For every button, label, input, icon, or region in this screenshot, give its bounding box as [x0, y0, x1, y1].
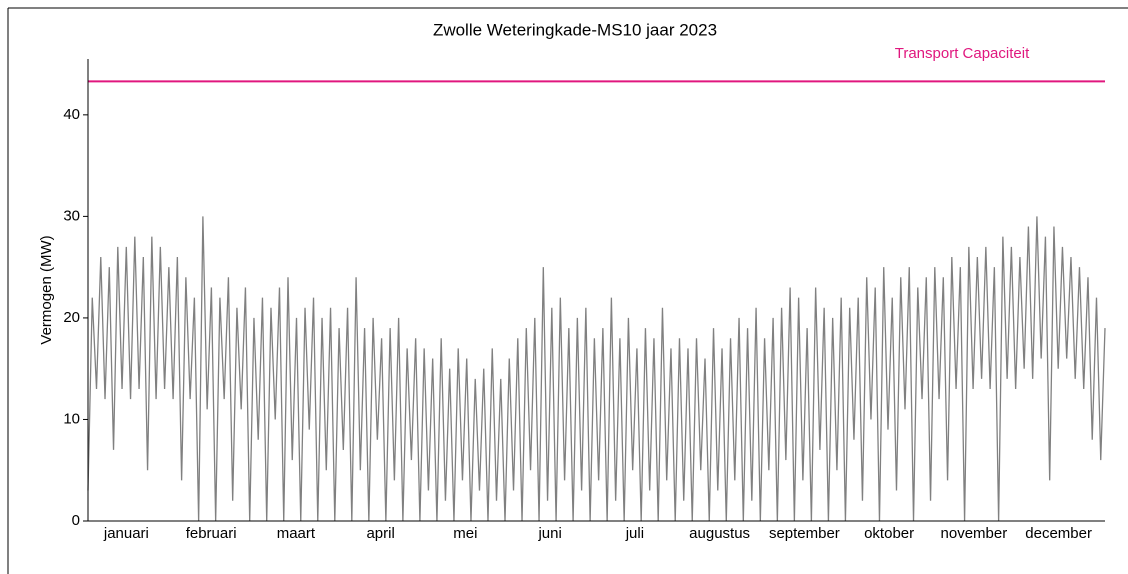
y-tick-label: 30	[63, 207, 80, 224]
y-tick-label: 0	[72, 512, 80, 529]
x-tick-label: januari	[103, 525, 149, 542]
x-tick-label: mei	[453, 525, 477, 542]
y-axis-label: Vermogen (MW)	[38, 235, 55, 344]
chart-title: Zwolle Weteringkade-MS10 jaar 2023	[433, 20, 717, 39]
x-tick-label: november	[941, 525, 1008, 542]
x-tick-label: juli	[625, 525, 644, 542]
x-tick-label: oktober	[864, 525, 914, 542]
y-tick-label: 10	[63, 410, 80, 427]
x-tick-label: september	[769, 525, 840, 542]
x-tick-label: maart	[277, 525, 316, 542]
x-tick-label: augustus	[689, 525, 750, 542]
y-tick-label: 20	[63, 309, 80, 326]
x-tick-label: juni	[537, 525, 561, 542]
reference-label: Transport Capaciteit	[895, 45, 1030, 62]
series-line	[87, 216, 1106, 522]
x-tick-label: februari	[186, 525, 237, 542]
y-tick-label: 40	[63, 106, 80, 123]
x-tick-label: april	[366, 525, 394, 542]
x-tick-label: december	[1025, 525, 1092, 542]
